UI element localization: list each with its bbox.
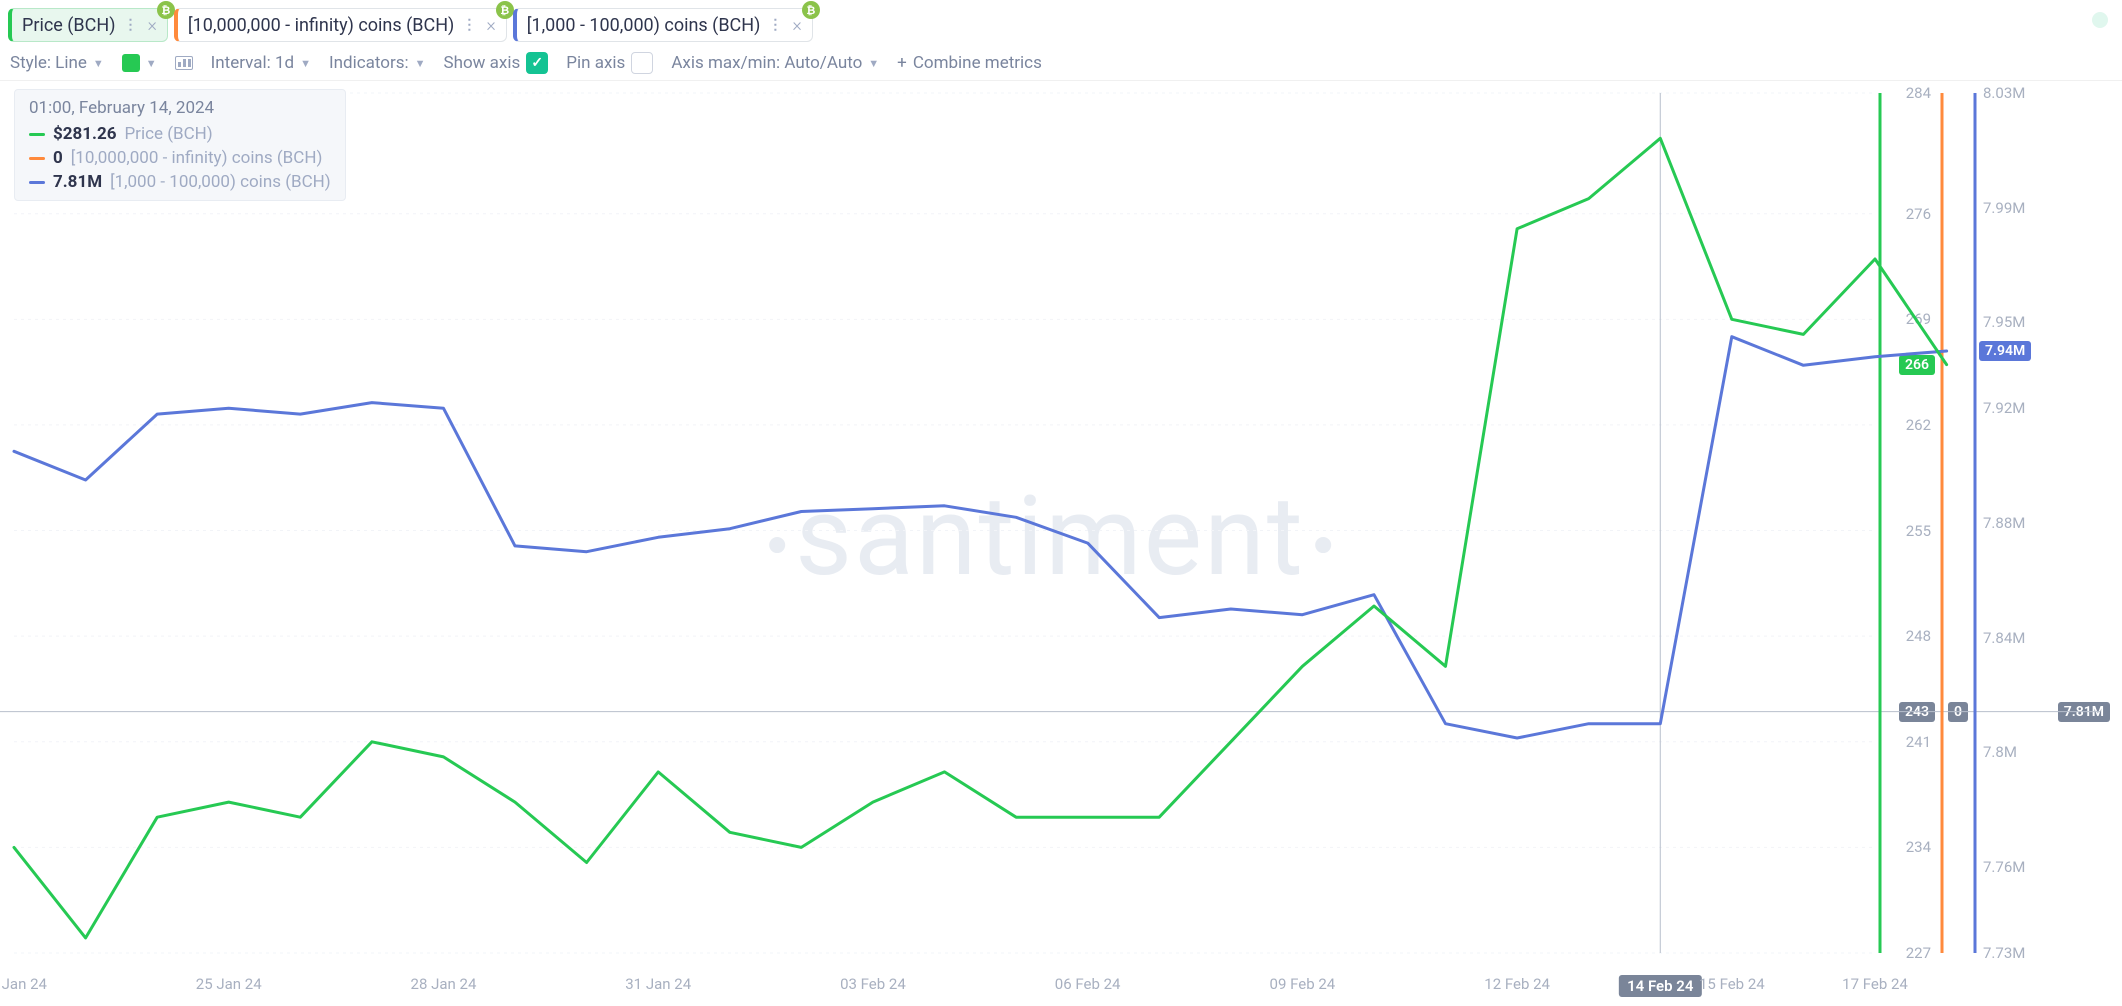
chevron-down-icon: ▼ — [415, 57, 426, 70]
legend-swatch-icon — [29, 133, 45, 136]
legend-swatch-icon — [29, 157, 45, 160]
legend-label: Price (BCH) — [124, 124, 212, 144]
color-selector[interactable]: ▼ — [122, 54, 157, 72]
chevron-down-icon: ▼ — [868, 57, 879, 70]
pin-axis-label: Pin axis — [566, 53, 625, 73]
pin-axis-toggle[interactable]: Pin axis — [566, 52, 653, 74]
close-icon[interactable]: × — [147, 15, 156, 36]
layout-selector[interactable] — [175, 56, 193, 70]
legend-swatch-icon — [29, 181, 45, 184]
chart-legend: 01:00, February 14, 2024 $281.26 Price (… — [14, 89, 346, 201]
chevron-down-icon: ▼ — [93, 57, 104, 70]
metric-pill-label: [1,000 - 100,000) coins (BCH) — [527, 15, 761, 36]
chevron-down-icon: ▼ — [300, 57, 311, 70]
interval-selector[interactable]: Interval: 1d ▼ — [211, 53, 311, 73]
metric-pill-price[interactable]: Price (BCH) ⋮ × ₿ — [8, 8, 168, 42]
indicators-label: Indicators: — [329, 53, 409, 73]
axis-minmax-label: Axis max/min: Auto/Auto — [671, 53, 862, 73]
legend-label: [10,000,000 - infinity) coins (BCH) — [71, 148, 323, 168]
metric-pill-label: [10,000,000 - infinity) coins (BCH) — [188, 15, 454, 36]
legend-row-price: $281.26 Price (BCH) — [29, 124, 331, 144]
legend-row-small: 7.81M [1,000 - 100,000) coins (BCH) — [29, 172, 331, 192]
close-icon[interactable]: × — [486, 15, 495, 36]
show-axis-toggle[interactable]: Show axis ✓ — [444, 52, 549, 74]
style-label: Style: Line — [10, 53, 87, 73]
coin-badge-icon: ₿ — [496, 1, 514, 19]
checkbox-unchecked-icon — [631, 52, 653, 74]
legend-label: [1,000 - 100,000) coins (BCH) — [110, 172, 331, 192]
combine-metrics-button[interactable]: + Combine metrics — [897, 53, 1042, 73]
legend-value: 7.81M — [53, 172, 102, 192]
corner-indicator-icon — [2092, 12, 2108, 28]
indicators-selector[interactable]: Indicators: ▼ — [329, 53, 426, 73]
metric-pill-label: Price (BCH) — [22, 15, 115, 36]
legend-datetime: 01:00, February 14, 2024 — [29, 98, 331, 118]
metric-pill-large-coins[interactable]: [10,000,000 - infinity) coins (BCH) ⋮ × … — [174, 8, 507, 42]
chart-area[interactable]: 01:00, February 14, 2024 $281.26 Price (… — [0, 83, 2100, 1003]
chart-toolbar: Style: Line ▼ ▼ Interval: 1d ▼ Indicator… — [0, 46, 2122, 81]
checkbox-checked-icon: ✓ — [526, 52, 548, 74]
coin-badge-icon: ₿ — [802, 1, 820, 19]
plus-icon: + — [897, 53, 907, 73]
show-axis-label: Show axis — [444, 53, 521, 73]
close-icon[interactable]: × — [792, 15, 801, 36]
more-icon[interactable]: ⋮ — [123, 17, 139, 33]
combine-label: Combine metrics — [913, 53, 1042, 73]
chevron-down-icon: ▼ — [146, 57, 157, 70]
color-swatch-icon — [122, 54, 140, 72]
layout-icon — [175, 56, 193, 70]
chart-svg — [0, 83, 2100, 1003]
more-icon[interactable]: ⋮ — [462, 17, 478, 33]
metric-pill-small-coins[interactable]: [1,000 - 100,000) coins (BCH) ⋮ × ₿ — [513, 8, 813, 42]
style-selector[interactable]: Style: Line ▼ — [10, 53, 104, 73]
legend-row-large: 0 [10,000,000 - infinity) coins (BCH) — [29, 148, 331, 168]
more-icon[interactable]: ⋮ — [768, 17, 784, 33]
coin-badge-icon: ₿ — [157, 1, 175, 19]
legend-value: 0 — [53, 148, 63, 168]
interval-label: Interval: 1d — [211, 53, 294, 73]
metric-pills-row: Price (BCH) ⋮ × ₿ [10,000,000 - infinity… — [0, 0, 2122, 46]
axis-minmax-selector[interactable]: Axis max/min: Auto/Auto ▼ — [671, 53, 879, 73]
legend-value: $281.26 — [53, 124, 116, 144]
